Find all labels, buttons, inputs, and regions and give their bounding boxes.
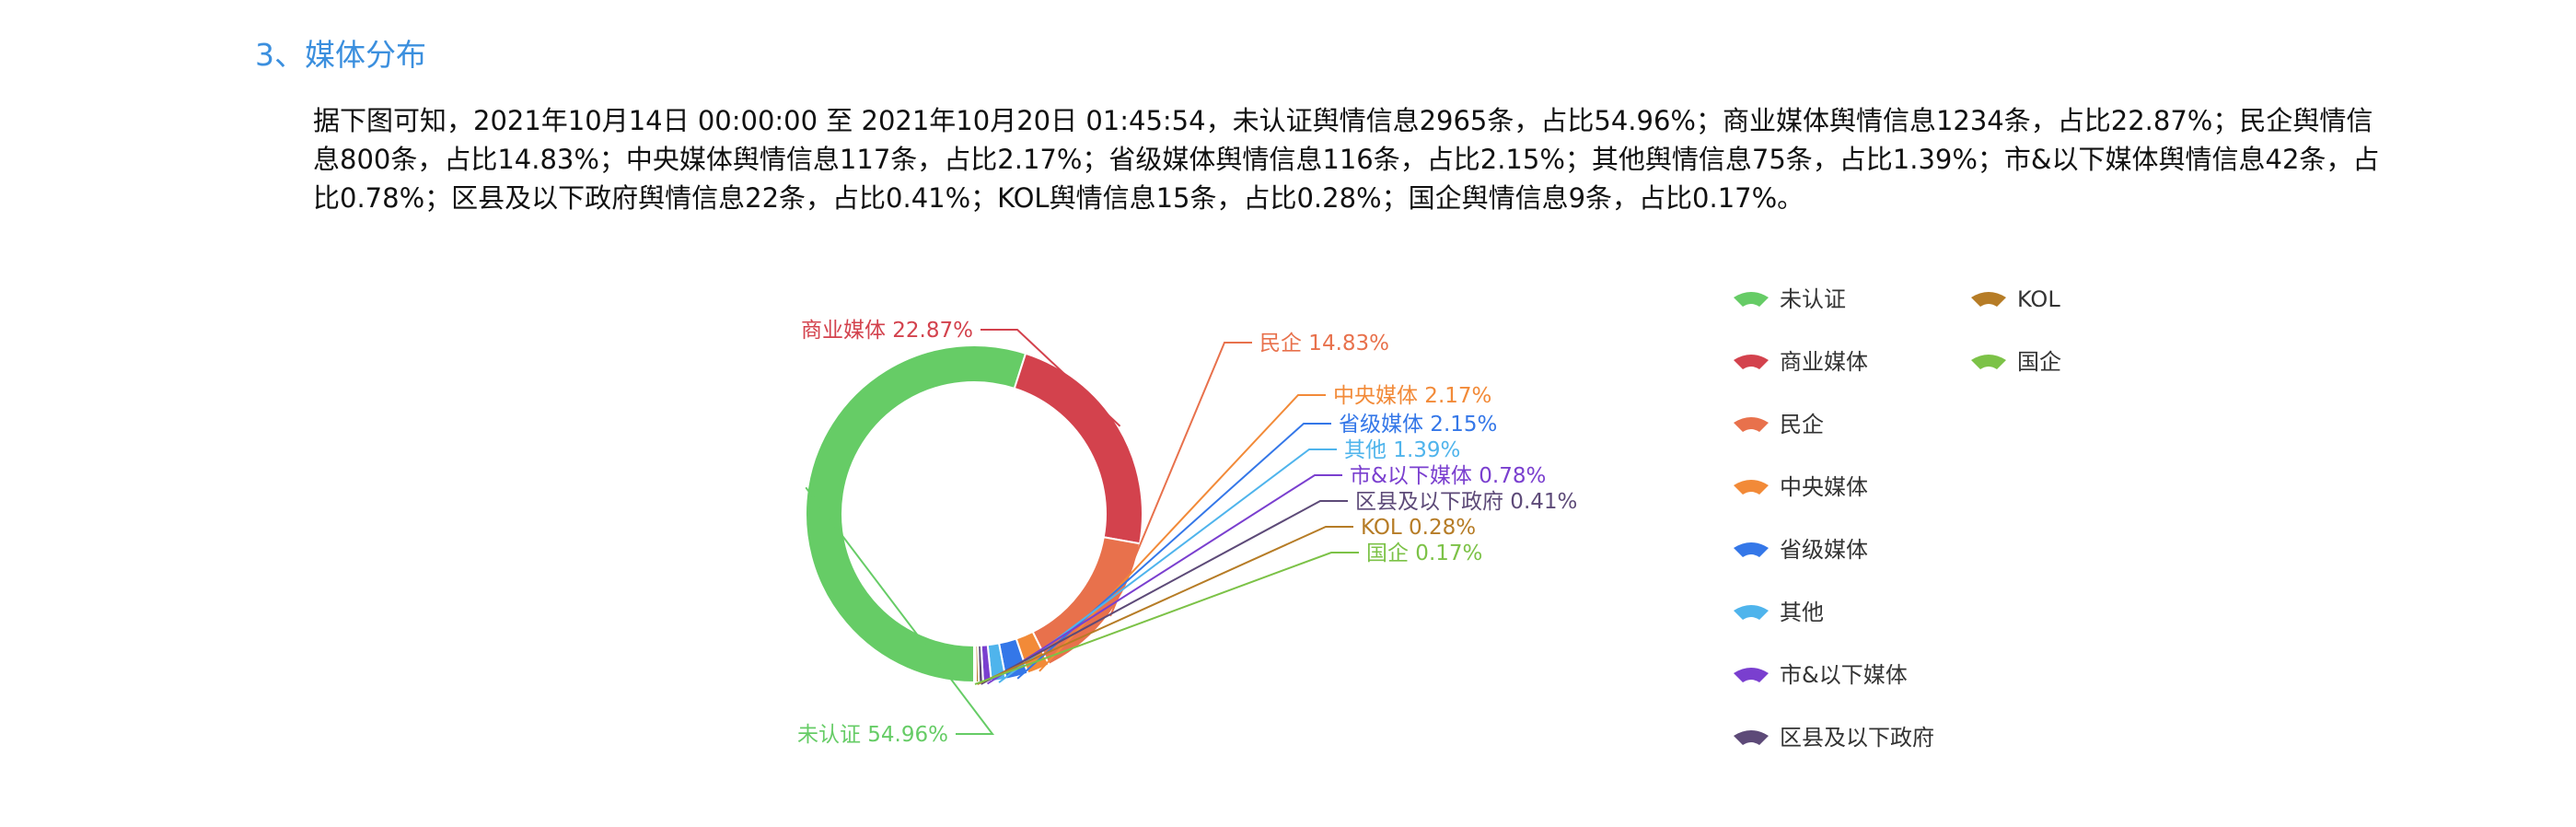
slice-label-4: 省级媒体 2.15% <box>1339 413 1497 437</box>
donut-slice-9[interactable] <box>973 644 977 684</box>
legend-item-8[interactable]: KOL <box>1971 286 2060 312</box>
legend-label-5: 其他 <box>1780 600 1824 625</box>
legend-marker-2 <box>1734 417 1769 432</box>
legend-label-9: 国企 <box>2017 349 2061 375</box>
legend-label-3: 中央媒体 <box>1780 474 1868 500</box>
legend-label-4: 省级媒体 <box>1780 537 1868 563</box>
leader-line-1 <box>981 329 1121 427</box>
section-title: 3、媒体分布 <box>255 37 426 73</box>
legend-item-4[interactable]: 省级媒体 <box>1734 537 1868 563</box>
slice-label-5: 其他 1.39% <box>1344 438 1460 462</box>
slice-label-0: 未认证 54.96% <box>797 723 948 747</box>
legend-label-0: 未认证 <box>1780 286 1846 312</box>
leader-line-7 <box>981 500 1348 685</box>
legend-marker-1 <box>1734 355 1769 369</box>
legend-item-7[interactable]: 区县及以下政府 <box>1734 725 1934 751</box>
donut-slice-0[interactable] <box>804 344 1027 684</box>
legend-marker-8 <box>1971 292 2006 307</box>
legend-item-5[interactable]: 其他 <box>1734 600 1824 625</box>
slice-label-6: 市&以下媒体 0.78% <box>1350 464 1546 488</box>
slice-label-2: 民企 14.83% <box>1259 332 1389 355</box>
legend-label-7: 区县及以下政府 <box>1780 725 1934 751</box>
slice-label-1: 商业媒体 22.87% <box>801 319 973 343</box>
slice-label-9: 国企 0.17% <box>1366 542 1482 565</box>
legend-marker-7 <box>1734 730 1769 745</box>
legend-label-6: 市&以下媒体 <box>1780 662 1908 688</box>
donut-slices <box>804 344 1143 684</box>
slice-label-7: 区县及以下政府 0.41% <box>1355 490 1577 514</box>
legend-item-9[interactable]: 国企 <box>1971 349 2061 375</box>
legend-item-0[interactable]: 未认证 <box>1734 286 1846 312</box>
legend-marker-5 <box>1734 605 1769 620</box>
legend-marker-6 <box>1734 668 1769 682</box>
leader-line-4 <box>1016 423 1331 680</box>
legend-marker-9 <box>1971 355 2006 369</box>
leader-line-0 <box>805 486 995 735</box>
legend-item-6[interactable]: 市&以下媒体 <box>1734 662 1908 688</box>
legend-item-2[interactable]: 民企 <box>1734 412 1824 437</box>
leader-line-6 <box>986 474 1342 685</box>
legend-item-3[interactable]: 中央媒体 <box>1734 474 1868 500</box>
leader-line-3 <box>1039 394 1326 672</box>
donut-slice-1[interactable] <box>1013 352 1143 545</box>
label-leader-lines <box>805 329 1359 735</box>
slice-label-8: KOL 0.28% <box>1361 516 1476 540</box>
legend-label-8: KOL <box>2017 286 2060 312</box>
leader-line-5 <box>998 448 1337 683</box>
legend-label-2: 民企 <box>1780 412 1824 437</box>
summary-paragraph: 据下图可知，2021年10月14日 00:00:00 至 2021年10月20日… <box>313 105 2380 214</box>
leader-line-8 <box>977 526 1353 685</box>
legend-label-1: 商业媒体 <box>1780 349 1868 375</box>
legend-marker-0 <box>1734 292 1769 307</box>
slice-labels: 未认证 54.96% 商业媒体 22.87% 民企 14.83% 中央媒体 2.17%… <box>797 319 1577 747</box>
leader-line-2 <box>1109 342 1252 617</box>
legend-marker-4 <box>1734 542 1769 557</box>
legend-item-1[interactable]: 商业媒体 <box>1734 349 1868 375</box>
leader-line-9 <box>974 552 1359 685</box>
legend-marker-3 <box>1734 480 1769 495</box>
slice-label-3: 中央媒体 2.17% <box>1333 384 1491 408</box>
